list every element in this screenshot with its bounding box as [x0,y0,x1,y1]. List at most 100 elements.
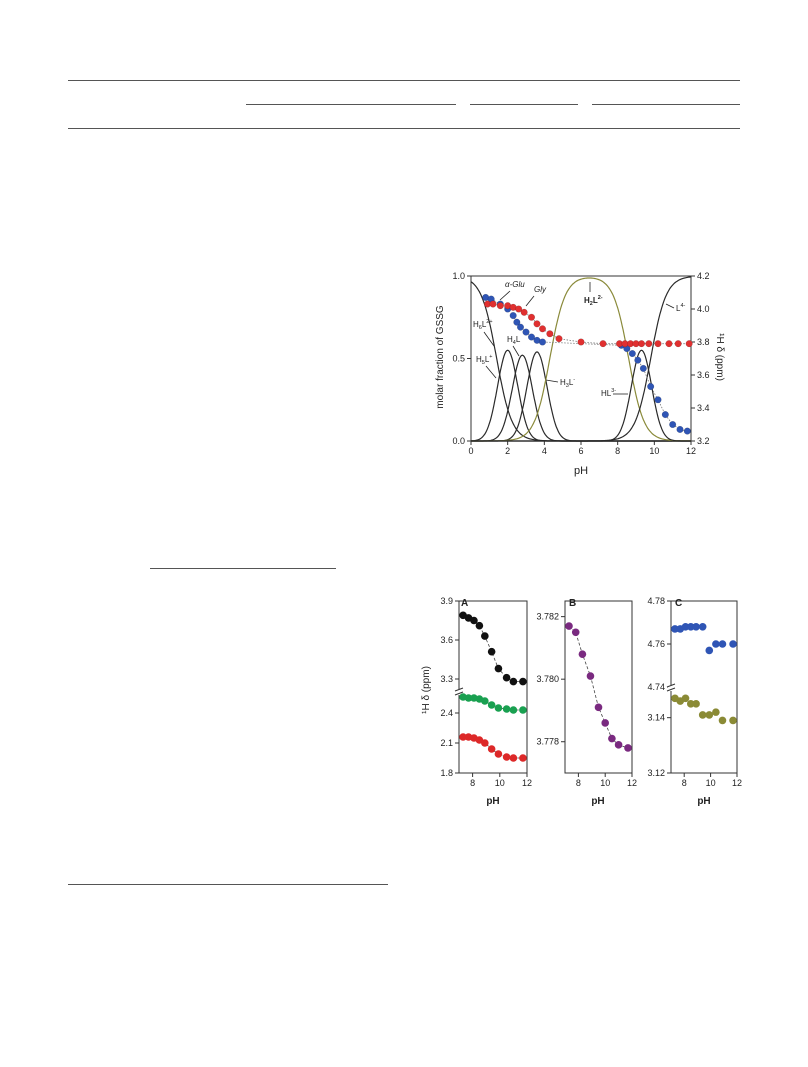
data-point [628,350,636,358]
data-point [674,340,682,348]
arrow-h5l [485,365,497,379]
header-bottom-rule [68,128,740,129]
data-point [586,672,595,680]
data-point [546,330,554,338]
data-point [577,338,585,346]
bottom-rule [68,884,388,885]
data-point [515,305,523,313]
data-point [489,300,497,308]
data-point [687,623,695,631]
arrow-l4 [665,303,675,309]
data-point [661,411,669,419]
data-point [519,706,527,714]
x-tick-label: 8 [576,778,581,788]
label-h4l: H4L [507,335,521,346]
y-tick-label: 3.782 [536,612,559,622]
data-point [634,356,642,364]
label-alpha-glu: α-Glu [505,280,525,289]
y-tick-label: 3.778 [536,737,559,747]
data-point [481,739,489,747]
y-tick-label: 3.780 [536,674,559,684]
x-tick-label: 8 [682,778,687,788]
x-tick-label: 12 [627,778,637,788]
data-point [594,703,603,712]
data-point [614,741,623,749]
main-y-right-tick-label: 3.6 [697,370,710,380]
main-x-axis-label: pH [574,465,588,477]
data-point [494,664,503,673]
y-tick-label: 4.74 [647,682,665,692]
data-point [509,706,518,714]
data-point [692,623,700,631]
data-point [718,716,727,725]
y-tick-label: 4.76 [647,639,665,649]
data-point [729,640,737,648]
main-x-tick-label: 4 [542,446,547,456]
label-h3l: H3L- [560,377,575,389]
data-point [502,673,511,682]
data-point [665,340,673,348]
data-point [527,313,536,321]
label-h5l: H5L+ [476,354,493,366]
data-point [712,640,720,648]
data-point [519,677,527,686]
x-tick-label: 10 [706,778,716,788]
main-y-right-tick-label: 4.0 [697,304,710,314]
y-tick-label: 2.1 [440,738,453,748]
y-tick-label: 2.4 [440,708,453,718]
main-y-left-tick-label: 1.0 [452,271,465,281]
fit-line [462,614,523,682]
main-x-tick-label: 0 [468,446,473,456]
data-point [565,622,573,630]
main-x-tick-label: 12 [686,446,696,456]
data-point [487,647,496,656]
main-x-tick-label: 10 [649,446,659,456]
data-point [475,621,484,630]
main-x-tick-label: 6 [578,446,583,456]
data-point [683,427,691,435]
series-fit-line [485,297,688,432]
data-point [608,734,616,743]
x-tick-label: 10 [495,778,505,788]
x-tick-label: 8 [470,778,475,788]
label-h2l: H2L2- [584,295,603,307]
main-x-tick-label: 2 [505,446,510,456]
main-y-left-tick-label: 0.0 [452,436,465,446]
data-point [509,677,518,686]
data-point [481,697,489,705]
data-point [481,632,489,640]
data-point [639,364,647,372]
mid-rule [150,568,336,569]
data-point [705,646,714,655]
x-tick-label: 12 [732,778,742,788]
arrow-h3l [545,379,559,383]
data-point [459,733,467,741]
data-point [599,340,607,348]
data-point [520,308,528,316]
data-point [729,716,737,725]
axis-break-mark [666,683,676,688]
data-point [494,704,503,712]
main-x-tick-label: 8 [615,446,620,456]
data-point [601,719,609,727]
axis-break-mark [454,691,464,696]
main-y-right-tick-label: 3.4 [697,403,710,413]
label-l4: L4- [676,303,686,313]
data-point [718,640,727,648]
data-point [470,616,478,625]
data-point [555,335,563,343]
data-point [698,711,707,719]
y-tick-label: 3.12 [647,768,665,778]
data-point [676,425,684,434]
sub-rule-3 [592,104,740,105]
top-rule [68,80,740,81]
data-point [712,708,720,716]
data-point [578,650,587,658]
main-y-right-tick-label: 3.2 [697,436,710,446]
panel-b-frame [564,600,633,774]
data-point [538,338,547,346]
arrow-gly [525,295,535,307]
main-y-left-tick-label: 0.5 [452,354,465,364]
x-tick-label: 10 [600,778,610,788]
panel-c-letter: C [675,598,682,609]
